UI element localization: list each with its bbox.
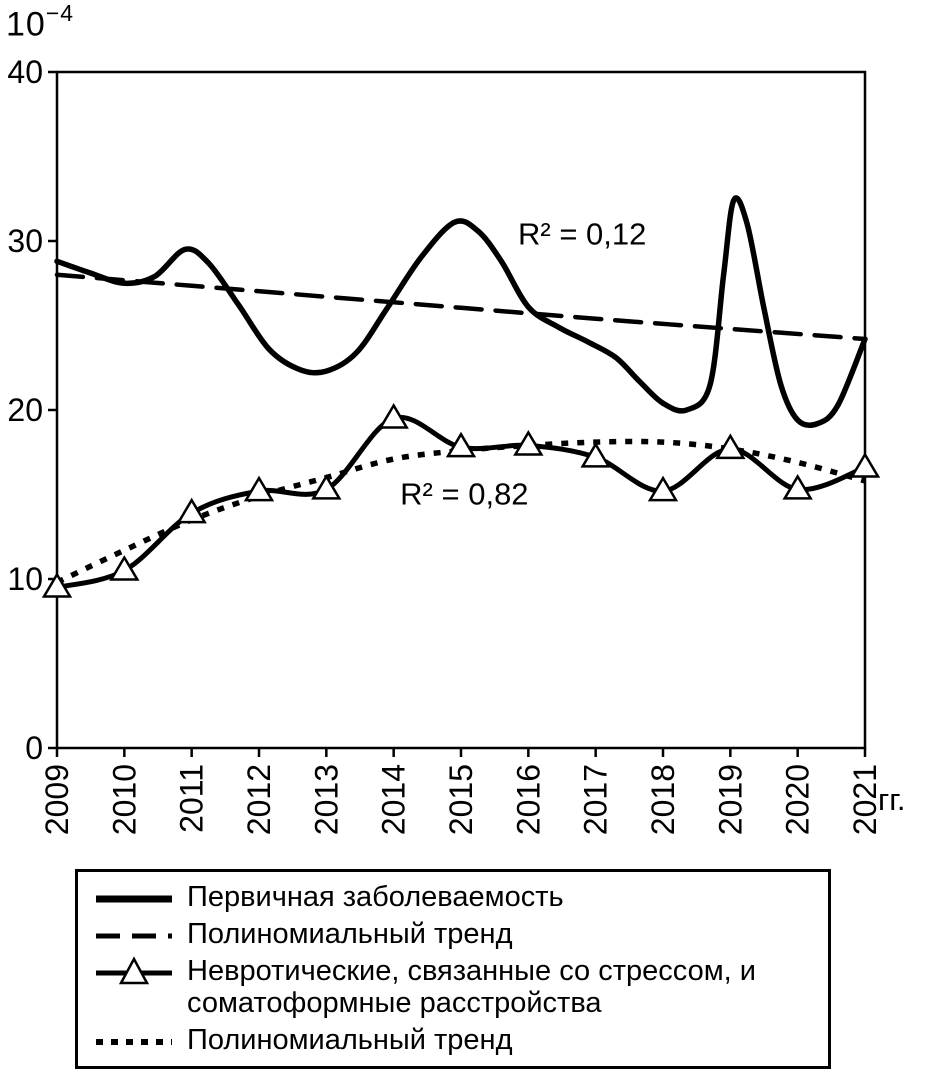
legend: Первичная заболеваемость Полиномиальный т… (75, 869, 831, 1069)
legend-label: Полиномиальный тренд (187, 918, 513, 950)
plot-frame (55, 70, 867, 750)
triangle-marker (580, 441, 611, 468)
legend-sample-solid-icon (96, 895, 172, 903)
legend-sample-triangle-icon (96, 956, 172, 985)
triangle-marker (378, 402, 409, 429)
triangle-marker (243, 475, 275, 502)
triangle-marker (311, 473, 342, 500)
x-tick-label: 2012 (241, 764, 277, 835)
triangle-marker (849, 452, 881, 478)
triangle-marker (647, 475, 679, 502)
x-tick-label: 2021 (847, 764, 883, 835)
x-tick-label: 2020 (780, 764, 816, 835)
legend-triangle-marker (118, 956, 150, 985)
legend-item: Полиномиальный тренд (94, 1024, 814, 1057)
x-axis-unit-label: гг. (878, 782, 905, 817)
y-tick-label: 10 (7, 561, 43, 597)
unit-exponent: −4 (45, 0, 75, 26)
x-tick-label: 2010 (106, 764, 142, 835)
x-tick-label: 2009 (39, 764, 75, 835)
x-tick-label: 2011 (174, 764, 210, 833)
r-squared-annotation: R² = 0,82 (400, 477, 528, 512)
unit-base: 10 (6, 5, 46, 44)
series-dashed-line (54, 272, 868, 342)
legend-label: Полиномиальный тренд (187, 1023, 513, 1056)
x-tick-label: 2016 (510, 764, 546, 835)
legend-item: Полиномиальный тренд (94, 918, 814, 951)
series-solid-line (54, 195, 868, 429)
series-dotted-line (55, 438, 866, 585)
triangle-marker (715, 433, 746, 460)
y-tick-label: 0 (25, 730, 43, 766)
x-tick-label: 2014 (376, 764, 412, 835)
triangle-marker (109, 555, 140, 581)
legend-sample-dashed-icon (96, 933, 172, 939)
y-tick-label: 40 (7, 54, 43, 90)
y-tick-label: 20 (7, 392, 43, 428)
y-axis-unit-label: 10−4 (6, 0, 75, 44)
triangle-marker (445, 431, 477, 458)
r-squared-annotation: R² = 0,12 (518, 216, 646, 251)
chart-canvas: 0 10 20 30 40 2009 2010 2011 2012 2013 2014 2015 201… (7, 54, 905, 835)
legend-sample-dotted-icon (96, 1038, 172, 1045)
triangle-marker (513, 430, 544, 456)
legend-label: Невротические, связанные со стрессом, и … (187, 955, 756, 1020)
x-tick-label: 2018 (645, 764, 681, 835)
x-tick-label: 2015 (443, 764, 479, 835)
triangle-marker (782, 473, 813, 500)
triangle-marker (41, 571, 73, 598)
legend-item: Первичная заболеваемость (94, 881, 814, 914)
y-tick-label: 30 (7, 223, 43, 259)
x-tick-label: 2013 (308, 764, 344, 835)
x-tick-label: 2017 (578, 764, 614, 835)
legend-item: Невротические, связанные со стрессом, и … (94, 955, 814, 1020)
triangle-marker (176, 497, 207, 524)
legend-label: Первичная заболеваемость (187, 881, 564, 913)
x-tick-label: 2019 (712, 764, 748, 835)
